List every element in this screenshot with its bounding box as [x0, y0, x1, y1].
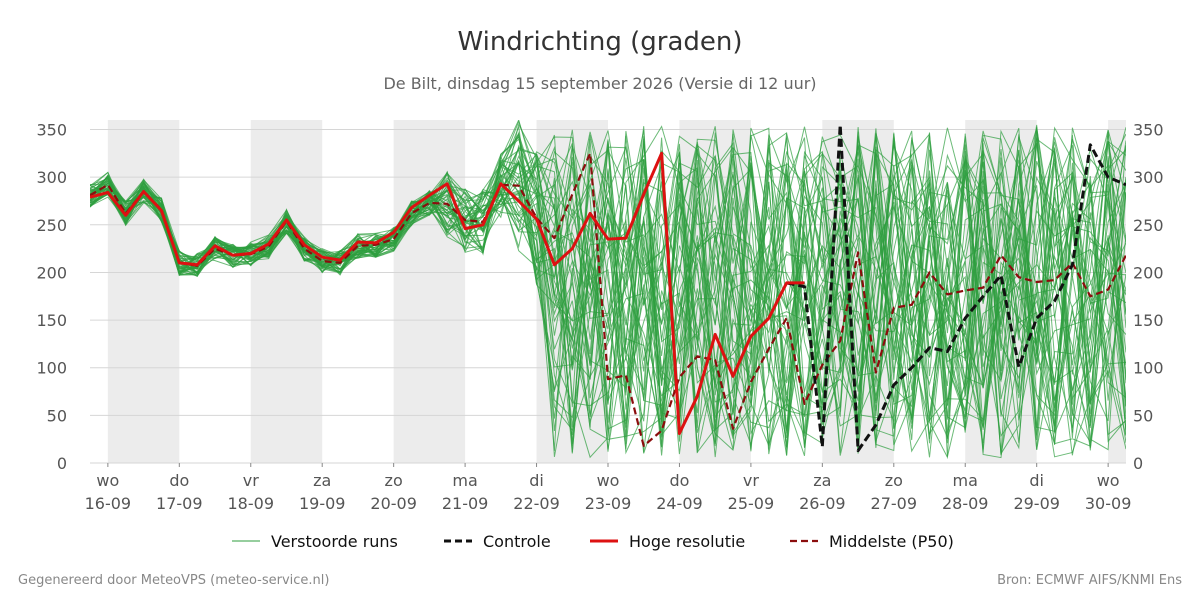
x-tick-date: 25-09	[728, 494, 775, 513]
x-tick-date: 30-09	[1085, 494, 1132, 513]
x-tick-date: 17-09	[156, 494, 203, 513]
x-axis: wo 16-09 do 17-09 vr 18-09 za 19-09 zo 20-09 ma 21-…	[85, 463, 1132, 513]
median-p50-line	[90, 152, 1126, 447]
x-tick-day: za	[313, 471, 331, 490]
main-series	[90, 123, 1126, 453]
y-tick-label: 300	[36, 168, 67, 187]
x-tick-day: za	[813, 471, 831, 490]
y-tick-label: 300	[1133, 168, 1164, 187]
x-tick-date: 28-09	[942, 494, 989, 513]
high-resolution-line	[90, 151, 805, 435]
x-tick-date: 16-09	[85, 494, 132, 513]
x-tick-date: 24-09	[656, 494, 703, 513]
x-tick-date: 29-09	[1013, 494, 1060, 513]
legend-label-median: Middelste (P50)	[829, 532, 954, 551]
legend-label-highres: Hoge resolutie	[629, 532, 745, 551]
y-tick-label: 250	[36, 216, 67, 235]
x-tick-day: ma	[452, 471, 477, 490]
y-tick-label: 0	[57, 454, 67, 473]
x-tick-date: 21-09	[442, 494, 489, 513]
x-tick-day: do	[669, 471, 689, 490]
y-tick-label: 350	[36, 121, 67, 140]
y-tick-label: 150	[1133, 311, 1164, 330]
x-tick-day: vr	[243, 471, 259, 490]
day-band	[250, 120, 323, 463]
y-tick-label: 100	[1133, 359, 1164, 378]
ensemble-member-line	[90, 128, 1126, 439]
ensemble-member-line	[90, 132, 1126, 458]
x-tick-date: 19-09	[299, 494, 346, 513]
footer-generated-by: Gegenereerd door MeteoVPS (meteo-service…	[18, 573, 329, 588]
x-tick-day: zo	[885, 471, 903, 490]
chart-title: Windrichting (graden)	[457, 27, 742, 57]
legend-item-median: Middelste (P50)	[790, 532, 954, 551]
legend-label-control: Controle	[483, 532, 551, 551]
control-run-line	[786, 123, 1126, 453]
y-tick-label: 150	[36, 311, 67, 330]
ensemble-member-line	[90, 132, 1126, 457]
y-tick-label: 0	[1133, 454, 1143, 473]
ensemble-member-line	[90, 125, 1126, 458]
x-tick-date: 20-09	[370, 494, 417, 513]
day-band	[393, 120, 466, 463]
legend: Verstoorde runs Controle Hoge resolutie …	[232, 532, 954, 551]
footer-source: Bron: ECMWF AIFS/KNMI Ens	[997, 573, 1182, 588]
legend-item-perturbed: Verstoorde runs	[232, 532, 398, 551]
x-tick-day: di	[529, 471, 544, 490]
y-tick-label: 200	[36, 263, 67, 282]
x-tick-date: 23-09	[585, 494, 632, 513]
y-tick-label: 100	[36, 359, 67, 378]
ensemble-member-line	[90, 133, 1126, 442]
x-tick-day: wo	[597, 471, 620, 490]
x-tick-day: do	[169, 471, 189, 490]
legend-label-perturbed: Verstoorde runs	[271, 532, 398, 551]
y-axis-left: 0 50 100 150 200 250 300 350	[36, 121, 67, 473]
ensemble-member-line	[90, 127, 1126, 453]
day-band	[107, 120, 180, 463]
y-tick-label: 50	[47, 406, 67, 425]
x-tick-day: vr	[743, 471, 759, 490]
ensemble-member-line	[90, 127, 1126, 432]
x-tick-day: ma	[953, 471, 978, 490]
x-tick-day: zo	[385, 471, 403, 490]
y-tick-label: 200	[1133, 263, 1164, 282]
x-tick-day: di	[1029, 471, 1044, 490]
y-tick-label: 250	[1133, 216, 1164, 235]
x-tick-date: 22-09	[513, 494, 560, 513]
x-tick-date: 26-09	[799, 494, 846, 513]
y-tick-label: 350	[1133, 121, 1164, 140]
legend-item-control: Controle	[444, 532, 551, 551]
ensemble-member-line	[90, 134, 1126, 446]
y-axis-right: 0 50 100 150 200 250 300 350	[1133, 121, 1164, 473]
x-tick-day: wo	[1097, 471, 1120, 490]
y-tick-label: 50	[1133, 406, 1153, 425]
x-tick-day: wo	[96, 471, 119, 490]
x-tick-date: 18-09	[228, 494, 275, 513]
chart-subtitle: De Bilt, dinsdag 15 september 2026 (Vers…	[383, 74, 816, 93]
x-tick-date: 27-09	[871, 494, 918, 513]
legend-item-highres: Hoge resolutie	[590, 532, 745, 551]
